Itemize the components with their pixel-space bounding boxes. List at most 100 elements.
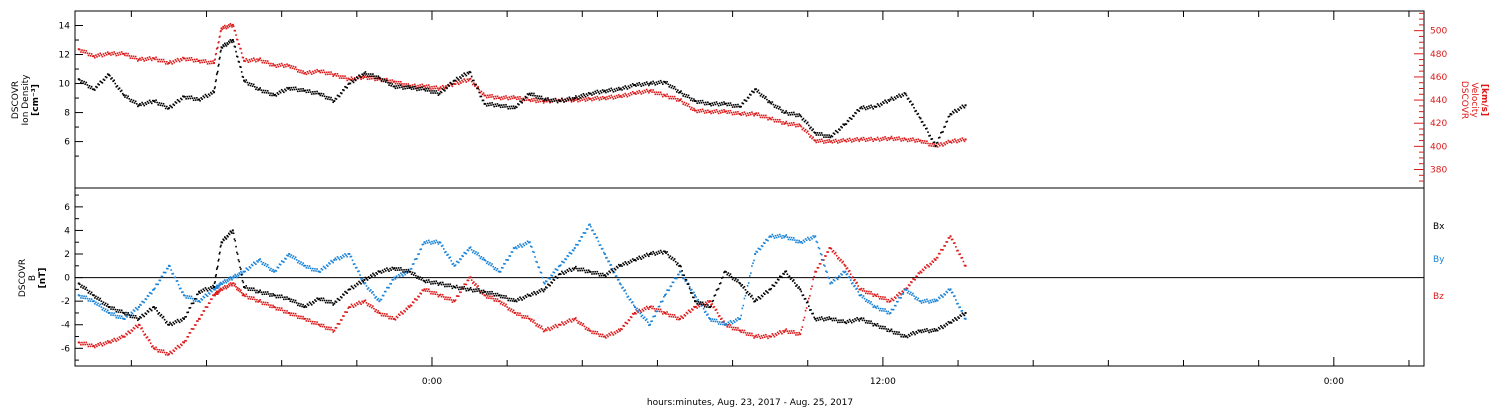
bz-trace bbox=[809, 295, 811, 297]
bx-trace bbox=[752, 297, 754, 300]
density-trace bbox=[903, 92, 906, 94]
velocity-trace bbox=[620, 94, 622, 97]
bx-trace bbox=[222, 238, 224, 241]
bz-point bbox=[739, 329, 742, 332]
by-trace bbox=[309, 267, 312, 270]
bx-trace bbox=[396, 269, 399, 271]
density-trace bbox=[578, 95, 580, 98]
bx-trace bbox=[358, 280, 360, 283]
velocity-trace bbox=[652, 89, 654, 91]
velocity-trace bbox=[94, 56, 96, 59]
bx-point bbox=[528, 294, 531, 297]
bx-trace bbox=[747, 293, 750, 296]
bx-trace bbox=[229, 230, 232, 232]
by-point bbox=[678, 270, 681, 273]
bz-trace bbox=[392, 318, 395, 320]
bz-trace bbox=[161, 351, 164, 354]
density-trace bbox=[426, 90, 429, 92]
bz-trace bbox=[641, 308, 644, 311]
density-trace bbox=[914, 110, 916, 113]
by-trace bbox=[419, 248, 421, 251]
velocity-trace bbox=[519, 95, 521, 98]
density-trace bbox=[552, 98, 555, 100]
density-trace bbox=[595, 92, 598, 94]
by-trace bbox=[261, 263, 264, 266]
velocity-point bbox=[468, 78, 471, 81]
bx-trace bbox=[514, 299, 517, 301]
by-trace bbox=[957, 302, 959, 305]
velocity-trace bbox=[878, 140, 881, 142]
density-trace bbox=[546, 99, 548, 102]
by-trace bbox=[374, 297, 376, 299]
bz-trace bbox=[235, 286, 237, 288]
bx-trace bbox=[685, 278, 688, 281]
density-trace bbox=[712, 104, 715, 106]
bx-point bbox=[934, 329, 937, 332]
velocity-trace bbox=[873, 138, 876, 140]
velocity-trace bbox=[418, 86, 420, 89]
velocity-trace bbox=[621, 96, 623, 99]
bz-trace bbox=[149, 342, 152, 345]
by-trace bbox=[729, 320, 732, 322]
velocity-trace bbox=[240, 52, 243, 54]
velocity-trace bbox=[402, 85, 404, 87]
by-trace bbox=[150, 292, 153, 295]
by-point bbox=[231, 276, 234, 279]
velocity-point bbox=[393, 80, 396, 83]
by-trace bbox=[373, 294, 375, 296]
bz-trace bbox=[373, 307, 375, 310]
density-trace bbox=[897, 96, 899, 98]
bz-trace bbox=[439, 293, 442, 296]
velocity-trace bbox=[721, 109, 723, 112]
bz-trace bbox=[444, 298, 446, 300]
bx-trace bbox=[726, 273, 729, 276]
by-trace bbox=[534, 256, 536, 258]
bz-trace bbox=[160, 349, 163, 351]
velocity-trace bbox=[177, 59, 180, 61]
by-trace bbox=[690, 288, 693, 291]
bx-trace bbox=[239, 266, 241, 269]
velocity-trace bbox=[535, 101, 537, 104]
by-trace bbox=[846, 273, 849, 275]
bz-point bbox=[348, 306, 351, 309]
bx-trace bbox=[675, 263, 678, 266]
density-trace bbox=[523, 99, 526, 101]
density-trace bbox=[609, 90, 611, 92]
bx-trace bbox=[637, 258, 639, 261]
velocity-trace bbox=[379, 78, 382, 81]
by-trace bbox=[499, 271, 502, 273]
bz-trace bbox=[960, 257, 963, 259]
density-point bbox=[182, 95, 185, 98]
velocity-trace bbox=[639, 91, 642, 94]
by-point bbox=[167, 264, 170, 267]
bx-trace bbox=[343, 294, 345, 296]
density-trace bbox=[461, 74, 463, 76]
velocity-trace bbox=[332, 75, 335, 77]
density-trace bbox=[419, 86, 421, 89]
density-trace bbox=[577, 98, 579, 100]
density-trace bbox=[256, 86, 258, 89]
bz-trace bbox=[389, 315, 391, 318]
bz-trace bbox=[643, 307, 646, 309]
velocity-trace bbox=[834, 138, 837, 141]
bx-trace bbox=[346, 292, 348, 294]
bz-trace bbox=[885, 298, 887, 301]
bx-trace bbox=[335, 301, 338, 303]
bz-trace bbox=[208, 302, 211, 305]
density-trace bbox=[366, 75, 369, 77]
density-trace bbox=[554, 97, 557, 100]
velocity-trace bbox=[762, 114, 765, 117]
by-trace bbox=[162, 271, 165, 274]
bx-trace bbox=[206, 290, 209, 292]
bx-trace bbox=[367, 276, 370, 278]
by-trace bbox=[487, 261, 489, 263]
velocity-trace bbox=[192, 60, 195, 63]
density-trace bbox=[606, 89, 608, 91]
by-trace bbox=[646, 321, 649, 324]
bx-point bbox=[633, 258, 636, 261]
velocity-trace bbox=[790, 122, 793, 124]
by-point bbox=[633, 306, 636, 309]
bx-trace bbox=[90, 291, 93, 294]
bz-trace bbox=[188, 332, 191, 334]
velocity-trace bbox=[658, 93, 661, 96]
